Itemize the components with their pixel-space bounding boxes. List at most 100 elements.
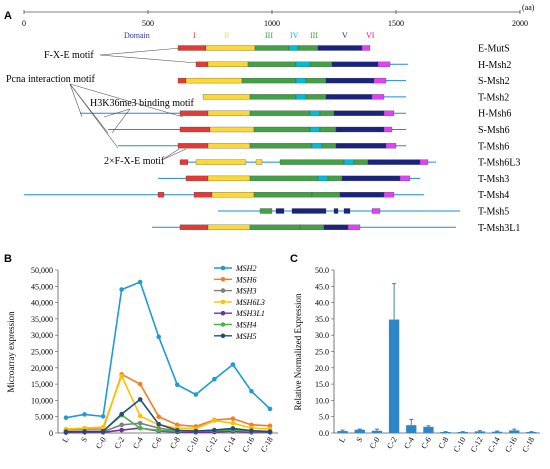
legend-entry: MSH3L1 [235,309,265,318]
panel-c-xtick-label: S [354,436,364,444]
panel-b-ylabel: Microarray expression [6,311,16,393]
domain-segment [319,110,335,116]
panel-b-xtick-label: L [60,435,70,444]
panel-b-ytick-label: 45,000 [31,282,53,291]
domain-labels: I II III IV III V VI [193,31,375,40]
data-point [249,422,254,428]
panel-c-xtick-label: C-18 [520,436,536,454]
panel-c-xtick-label: C-10 [452,436,468,454]
bar [371,430,383,433]
domain-segment [311,143,323,149]
series-line [65,281,271,419]
domain-segment [383,110,395,116]
domain-segment [343,208,351,214]
domain-segment [254,45,290,51]
panel-c-ytick-label: 35.0 [315,315,329,324]
domain-segment [249,94,297,100]
panel-b-xtick-label: C-4 [131,436,145,451]
bar [423,426,434,433]
data-point [119,422,124,428]
domain-segment [253,192,313,198]
domain-segment [288,45,299,51]
protein-row [24,192,424,198]
domain-segment [295,94,307,100]
data-point [82,412,87,417]
panel-b-chart: 0 5,000 10,000 15,000 20,000 25,000 30,000 35,0… [6,264,278,454]
legend-entry: MSH5 [235,332,256,341]
protein-name: T-Msh3L1 [478,223,520,234]
domain-segment [185,77,243,84]
domain-segment [317,175,329,182]
domain-segment [419,159,429,165]
scale-tick-label: 1500 [388,19,404,28]
panel-b-xtick-label: C-12 [203,436,219,454]
data-point [119,373,124,379]
bar [337,431,348,433]
domain-segment [241,77,297,84]
bar [526,432,537,433]
series-line [65,373,271,431]
legend-entry: MSH6L3 [235,298,265,307]
fxe-motif-label: F-X-E motif [44,50,94,61]
domain-segment [335,143,387,149]
panel-c-ylabel: Relative Normalized Expression [293,293,303,410]
domain-segment [247,61,297,67]
panel-c-xtick-label: C-2 [385,436,399,451]
bar [406,425,417,433]
protein-row [195,61,408,67]
domain-segment [321,143,337,149]
data-point [119,287,124,292]
panel-c-ytick-label: 0.0 [319,429,329,438]
domain-segment [311,192,341,198]
data-point [82,425,87,431]
domain-segment [249,110,311,116]
panel-b-ytick-label: 25,000 [31,348,53,357]
domain-segment [185,175,209,182]
data-point [249,428,254,434]
protein-row [108,126,406,133]
scale-tick-label: 1000 [264,19,280,28]
panel-b-xtick-label: C-18 [259,436,275,454]
domain-segment [305,77,327,84]
series-line [65,398,271,433]
panel-b-ytick-label: 30,000 [31,331,53,340]
domain-segment [383,192,395,198]
panel-c-xtick-label: L [337,435,347,444]
data-point [100,414,106,419]
domain-segment [325,94,373,100]
domain-segment [207,110,251,116]
protein-row [202,94,406,100]
data-point [119,427,124,433]
panel-c-label: C [290,253,298,265]
domain-segment [179,110,209,116]
protein-row [177,45,371,51]
data-point [193,392,199,397]
data-point [174,422,180,428]
domain-segment [177,143,209,149]
domain-segment [371,208,381,214]
domain-segment [333,208,339,214]
data-point [63,429,69,434]
protein-row [152,224,456,230]
protein-name: E-MutS [478,44,510,55]
data-point [249,388,254,394]
panel-a-label: A [4,10,12,22]
domain-segment [383,126,393,133]
motif-annotations: F-X-E motif Pcna interaction motif H3K36… [6,47,198,167]
protein-name: T-Msh6 [478,141,509,152]
domain-segment [253,126,311,133]
panel-a-scale: 0 500 1000 1500 2000 (aa) [22,3,535,28]
panel-c-ytick-label: 10.0 [315,396,329,405]
domain-segment [177,77,187,84]
domain-title: Domain [124,31,150,40]
data-point [212,427,217,433]
protein-row [218,208,460,214]
panel-c-ytick-label: 25.0 [315,348,329,357]
scale-tick-label: 0 [22,19,26,28]
legend-entry: MSH6 [235,275,256,284]
domain-segment [367,159,421,165]
panel-c-ytick-label: 45.0 [315,282,329,291]
data-point [137,420,143,426]
legend-swatch-marker [220,310,226,316]
